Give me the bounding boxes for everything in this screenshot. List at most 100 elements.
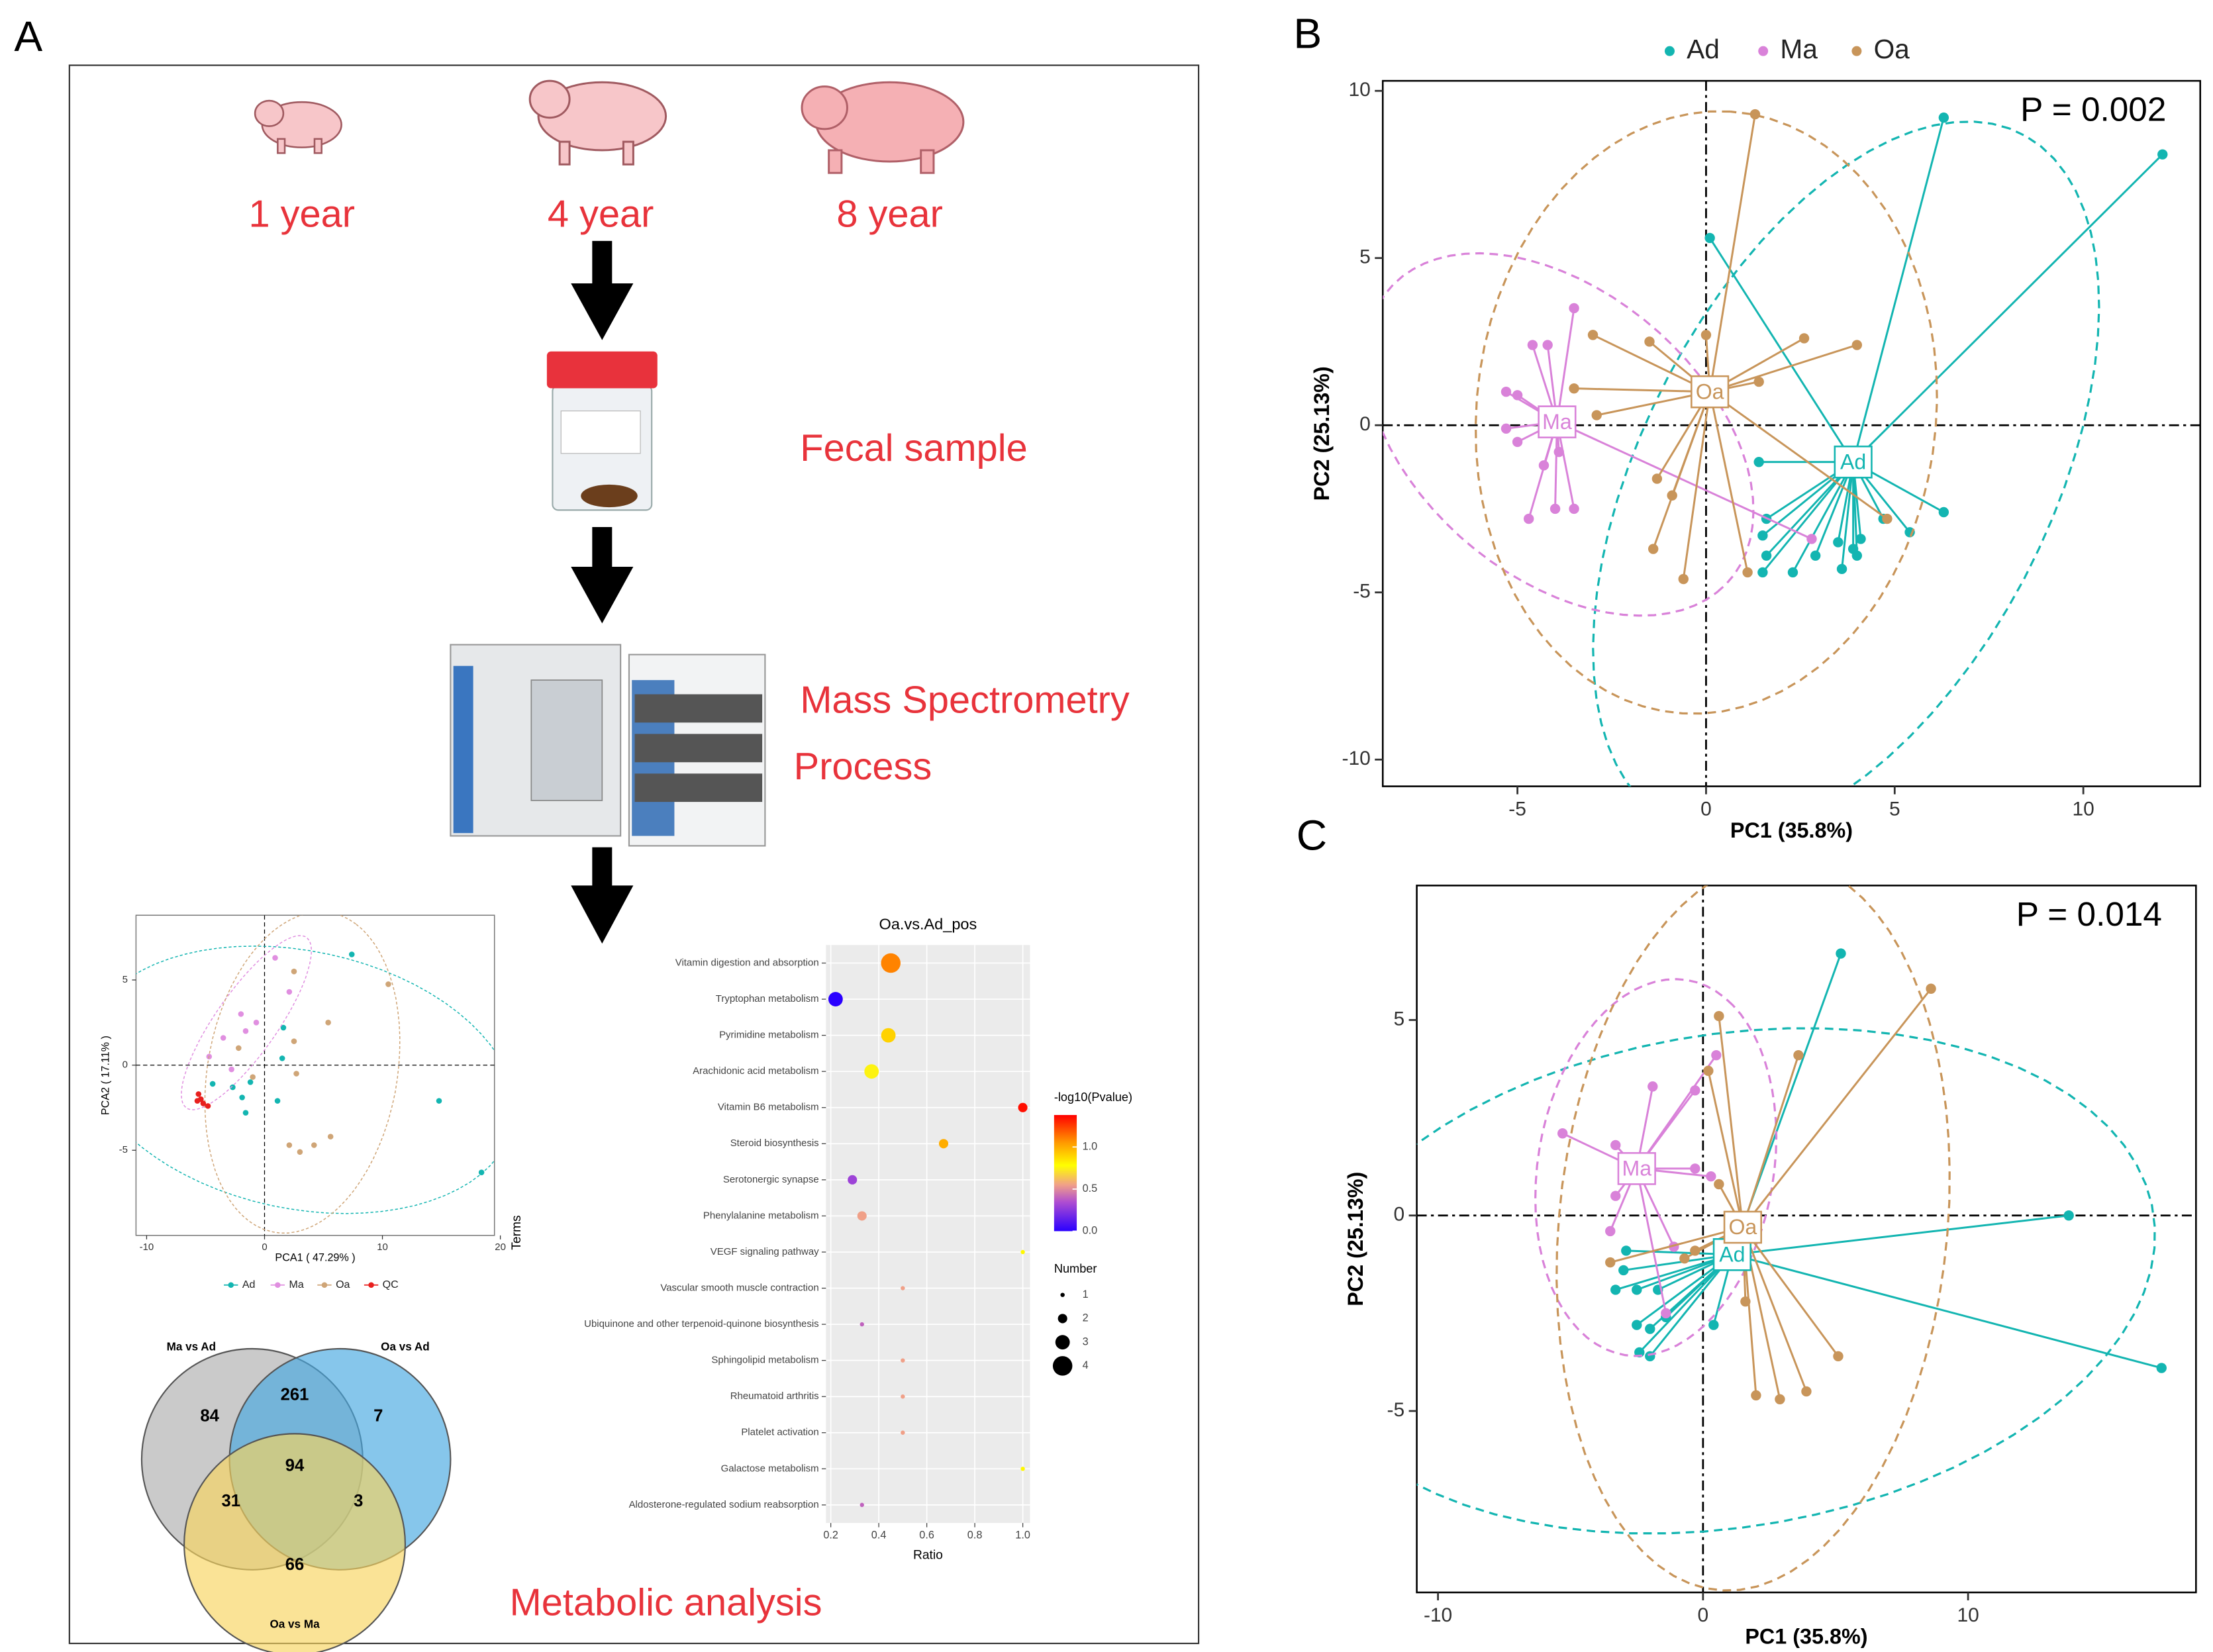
colorbar-tick-label: 1.0 [1083,1141,1098,1153]
x-tick-label: -5 [1508,798,1526,820]
point [2157,149,2168,160]
point [1557,1128,1568,1139]
point [1661,1308,1671,1319]
point [1700,330,1712,340]
point [253,1020,260,1026]
p-value-annotation: P = 0.014 [2016,895,2162,933]
age-label: 8 year [836,193,943,236]
size-legend-label: 3 [1083,1336,1089,1347]
pig-large [801,81,965,174]
legend-label: Ad [242,1279,256,1290]
point [1793,1049,1804,1061]
point [478,1169,485,1175]
point [242,1110,249,1116]
venn: Ma vs Ad Oa vs Ad Oa vs Ma 84 261 7 94 3… [140,1340,452,1652]
colorbar-title: -log10(Pvalue) [1054,1091,1132,1104]
venn-count: 31 [221,1492,240,1510]
legend-label: Oa [336,1279,350,1290]
point [1806,534,1817,544]
y-tick-label: -10 [1342,748,1371,769]
point [1569,503,1579,514]
legend-label: Ma [1780,34,1818,64]
point [274,1098,281,1104]
step-label: Mass Spectrometry [800,679,1130,722]
x-tick-label: 0 [1698,1604,1709,1626]
size-legend-title: Number [1054,1262,1097,1275]
point [1708,1320,1719,1330]
x-tick-label: 1.0 [1015,1530,1030,1541]
colorbar-tick-label: 0.5 [1083,1183,1098,1194]
spoke [1709,391,1888,520]
spoke [1652,391,1711,550]
point [286,1142,293,1148]
spoke [1682,391,1711,579]
point [247,1079,254,1085]
panel-label: A [14,13,42,60]
size-legend-label: 1 [1083,1288,1089,1300]
spoke [1718,1016,1744,1228]
spoke [1732,1253,2162,1369]
point [291,968,297,975]
point [1714,1179,1724,1190]
point [209,1081,216,1087]
y-tick-label: Aldosterone-regulated sodium reabsorptio… [629,1499,819,1510]
point [2063,1210,2074,1221]
specimen-container [546,351,658,511]
point [1690,1245,1700,1256]
point [1610,1285,1621,1295]
dot [860,1322,864,1327]
venn-count: 3 [354,1492,363,1510]
point [1753,376,1764,387]
point [1632,1320,1642,1330]
point [1851,340,1863,350]
age-label: 4 year [548,193,654,236]
legend-key [1758,46,1769,56]
point [1621,1245,1632,1256]
point [1751,1390,1761,1401]
point [1645,1324,1655,1334]
venn-count: 84 [200,1406,219,1425]
y-axis-label: PC2 (25.13%) [1344,1172,1367,1306]
plot-area [136,915,495,1236]
point [385,981,391,987]
dot [1020,1249,1025,1255]
point [1647,1081,1658,1092]
centroid-label: Ma [1542,410,1572,434]
point [1761,550,1772,561]
point [1798,333,1810,344]
x-tick-label: -10 [140,1241,154,1253]
point [327,1134,334,1140]
x-tick-label: 0 [1700,798,1712,820]
confidence-ellipse [181,935,313,1110]
y-axis-label: PCA2 ( 17.11% ) [100,1036,112,1115]
point [1706,1171,1716,1182]
point [1679,1253,1690,1264]
venn-set-label: Oa vs Ma [270,1618,320,1631]
point [1645,1351,1655,1362]
legend-key [368,1282,374,1288]
step-label: Fecal sample [800,427,1027,469]
point [1667,490,1677,501]
spoke [1742,1055,1800,1228]
y-tick-label: Phenylalanine metabolism [703,1210,819,1221]
point [1742,567,1753,578]
legend-label: Oa [1874,34,1910,64]
point [1647,544,1659,554]
point [1512,436,1523,448]
point [194,1098,201,1104]
y-tick-label: Vascular smooth muscle contraction [660,1282,818,1293]
point [1610,1140,1621,1151]
spoke [1742,988,1932,1228]
point [1690,1085,1700,1096]
centroid-label: Oa [1696,379,1724,403]
dot [864,1064,879,1079]
y-tick-label: 5 [123,974,128,985]
centroid-box [1723,1210,1762,1244]
plot-area [1383,81,2200,787]
legend-label: Ma [289,1279,303,1290]
legend-key [275,1282,281,1288]
point [311,1142,317,1148]
step-label: Metabolic analysis [510,1582,822,1624]
y-tick-label: 5 [1394,1008,1405,1030]
